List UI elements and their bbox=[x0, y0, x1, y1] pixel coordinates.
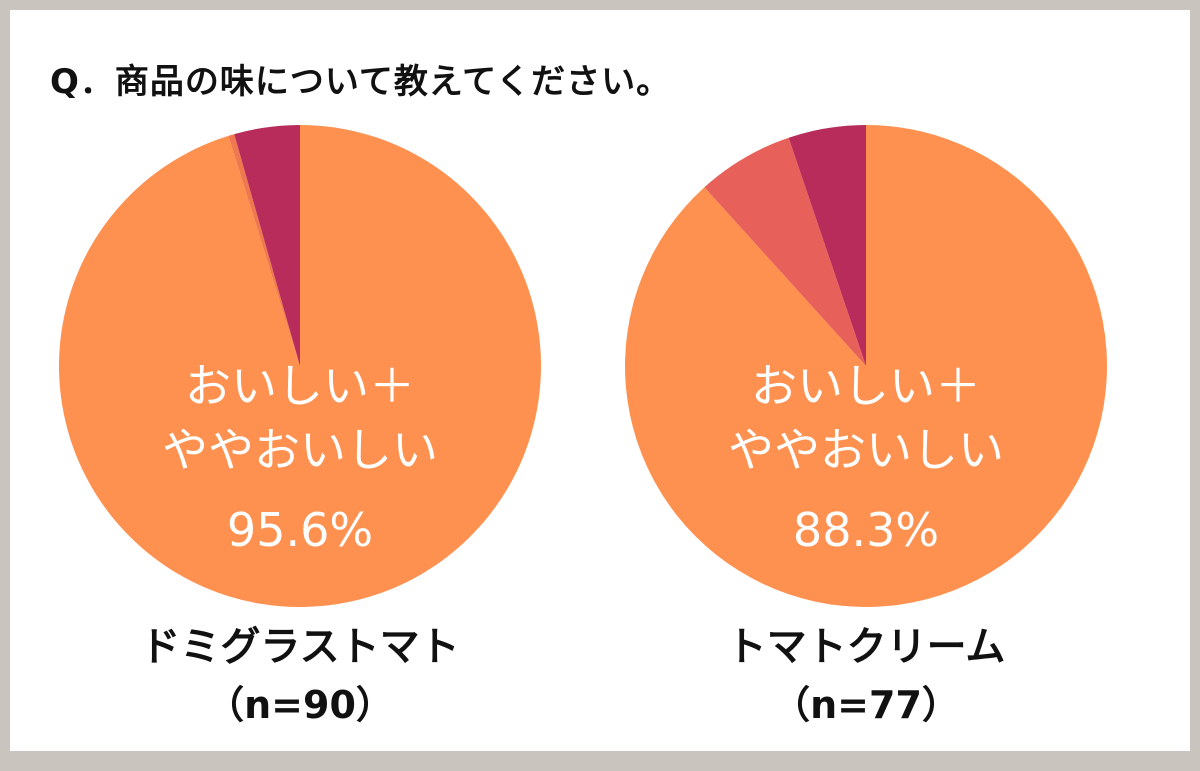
chart-card: Q．商品の味について教えてください。 おいしい＋ ややおいしい 95.6% ドミグラ… bbox=[10, 10, 1190, 751]
pie-name-domi-tomato: ドミグラストマト bbox=[140, 624, 460, 670]
pie-slice-2 bbox=[234, 125, 300, 366]
pie-slice-1 bbox=[228, 134, 300, 366]
pie-n-domi-tomato: （n=90） bbox=[206, 683, 394, 727]
pie-chart-domi-tomato: おいしい＋ ややおいしい 95.6% bbox=[58, 125, 541, 607]
pie-label-line-1: ややおいしい bbox=[728, 423, 1004, 477]
pie-name-tomato-cream: トマトクリーム bbox=[726, 624, 1006, 670]
pie-n-tomato-cream: （n=77） bbox=[772, 683, 960, 727]
pie-chart-tomato-cream: おいしい＋ ややおいしい 88.3% bbox=[625, 125, 1107, 607]
pie-slice-1 bbox=[704, 137, 866, 366]
pie-label-line-1: ややおいしい bbox=[162, 423, 438, 477]
question-title: Q．商品の味について教えてください。 bbox=[50, 62, 672, 102]
pie-slice-2 bbox=[788, 125, 866, 366]
pie-label-line-0: おいしい＋ bbox=[185, 359, 415, 413]
pie-label-line-2: 88.3% bbox=[793, 503, 939, 557]
pie-label-line-0: おいしい＋ bbox=[751, 359, 981, 413]
pie-label-line-2: 95.6% bbox=[227, 503, 373, 557]
